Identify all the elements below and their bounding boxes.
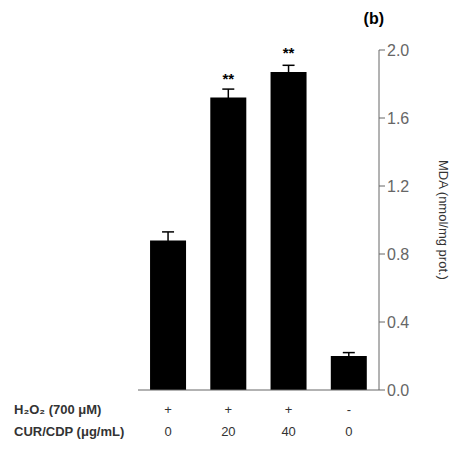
svg-text:CUR/CDP (μg/mL): CUR/CDP (μg/mL) [14, 424, 124, 439]
svg-text:H₂O₂ (700 μM): H₂O₂ (700 μM) [14, 402, 101, 417]
svg-text:0.4: 0.4 [387, 314, 409, 331]
svg-text:40: 40 [281, 424, 295, 439]
svg-text:2.0: 2.0 [387, 42, 409, 59]
svg-text:20: 20 [221, 424, 235, 439]
svg-text:**: ** [283, 44, 295, 61]
svg-text:+: + [285, 402, 293, 417]
svg-text:-: - [347, 402, 351, 417]
svg-text:0.0: 0.0 [387, 382, 409, 399]
svg-text:0: 0 [345, 424, 352, 439]
svg-text:MDA (nmol/mg prot.): MDA (nmol/mg prot.) [436, 160, 451, 280]
svg-text:0.8: 0.8 [387, 246, 409, 263]
svg-text:0: 0 [165, 424, 172, 439]
html-text:(b): (b) [363, 10, 384, 27]
svg-text:1.6: 1.6 [387, 110, 409, 127]
svg-text:+: + [225, 402, 233, 417]
svg-text:1.2: 1.2 [387, 178, 409, 195]
svg-text:+: + [164, 402, 172, 417]
svg-text:**: ** [222, 70, 234, 87]
